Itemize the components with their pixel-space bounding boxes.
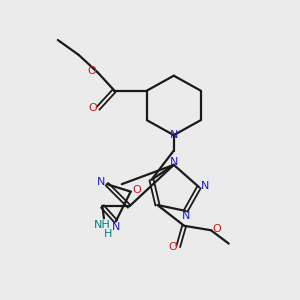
Text: N: N <box>201 181 209 191</box>
Text: N: N <box>112 222 120 232</box>
Text: N: N <box>169 130 178 140</box>
Text: N: N <box>182 211 190 221</box>
Text: O: O <box>88 66 96 76</box>
Text: O: O <box>212 224 221 234</box>
Text: N: N <box>169 157 178 167</box>
Text: N: N <box>97 177 105 187</box>
Text: H: H <box>104 229 112 239</box>
Text: O: O <box>88 103 97 113</box>
Text: NH: NH <box>94 220 111 230</box>
Text: O: O <box>169 242 177 252</box>
Text: O: O <box>132 185 141 195</box>
